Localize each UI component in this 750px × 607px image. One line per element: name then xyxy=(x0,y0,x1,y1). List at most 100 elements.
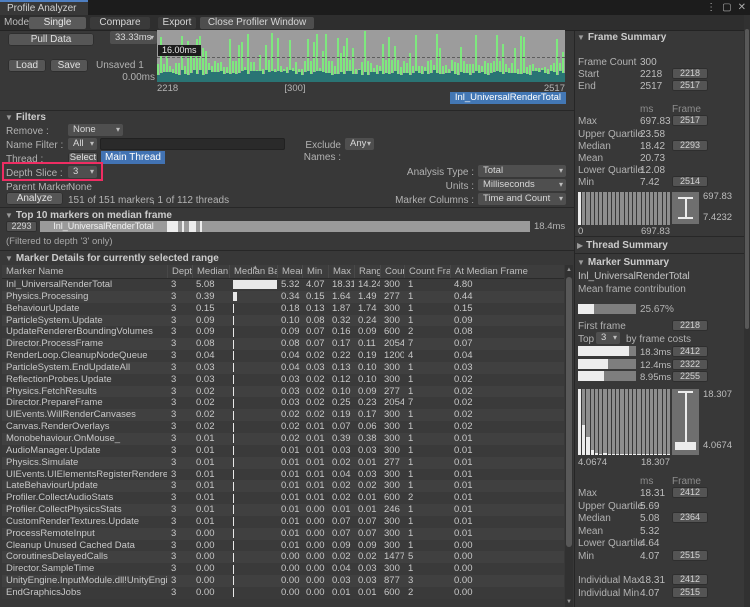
table-row[interactable]: ParticleSystem.Update 3 0.09 0.10 0.08 0.32 0.… xyxy=(2,314,564,327)
table-row[interactable]: Cleanup Unused Cached Data 3 0.00 0.01 0.00 0… xyxy=(2,539,564,552)
pull-data-button[interactable]: Pull Data xyxy=(8,33,94,46)
analyze-button[interactable]: Analyze xyxy=(6,192,63,205)
marker-summary-header[interactable]: ▼ Marker Summary xyxy=(577,257,670,268)
column-header-depth[interactable]: Depth xyxy=(167,265,192,278)
column-header-mean[interactable]: Mean xyxy=(277,265,302,278)
table-row[interactable]: EndGraphicsJobs 3 0.00 0.00 0.00 0.01 0.01 600 2… xyxy=(2,586,564,599)
top-n-dropdown[interactable]: 3 xyxy=(596,332,620,344)
load-button[interactable]: Load xyxy=(8,59,46,72)
y-axis-scale-dropdown[interactable]: 33.33ms xyxy=(110,31,157,44)
frame-link-button[interactable]: 2412 xyxy=(672,346,708,357)
table-row[interactable]: Profiler.CollectPhysicsStats 3 0.01 0.01 0.0… xyxy=(2,504,564,516)
save-button[interactable]: Save xyxy=(50,59,88,72)
table-row[interactable]: Monobehaviour.OnMouse_ 3 0.01 0.02 0.01 0.39 0… xyxy=(2,432,564,445)
thread-summary-header[interactable]: ▶ Thread Summary xyxy=(577,240,668,251)
remove-dropdown[interactable]: None xyxy=(68,124,123,136)
table-row[interactable]: UnityEngine.InputModule.dll!UnityEngineI… xyxy=(2,575,564,587)
analysis-type-dropdown[interactable]: Total xyxy=(478,165,566,177)
selected-marker-label[interactable]: Inl_UniversalRenderTotal xyxy=(449,92,566,104)
table-row[interactable]: Canvas.RenderOverlays 3 0.02 0.02 0.01 0.07 0.… xyxy=(2,421,564,433)
mode-single-button[interactable]: Single xyxy=(29,17,86,29)
marker-details-section-header[interactable]: ▼ Marker Details for currently selected r… xyxy=(5,253,219,264)
frame-link-button[interactable]: 2515 xyxy=(672,587,708,598)
filters-section-header[interactable]: ▼ Filters xyxy=(5,112,46,123)
frame-link-button[interactable]: 2514 xyxy=(672,176,708,187)
stat-cell: 0.15 xyxy=(196,302,215,314)
stat-cell: 0.01 xyxy=(306,444,325,456)
marker-columns-dropdown[interactable]: Time and Count xyxy=(478,193,566,205)
name-filter-input[interactable] xyxy=(100,138,285,150)
column-header-count-frame[interactable]: Count Frame xyxy=(404,265,450,278)
frame-time-chart[interactable]: 16.00ms xyxy=(157,30,565,82)
mode-compare-button[interactable]: Compare xyxy=(90,17,150,29)
depth-slice-dropdown[interactable]: 3 xyxy=(68,166,97,178)
table-row[interactable]: RenderLoop.CleanupNodeQueue 3 0.04 0.04 0.02… xyxy=(2,350,564,362)
frame-link-button[interactable]: 2515 xyxy=(672,550,708,561)
close-profiler-window-button[interactable]: Close Profiler Window xyxy=(200,17,314,29)
frame-link-button[interactable]: 2218 xyxy=(672,68,708,79)
column-header-min[interactable]: Min xyxy=(302,265,328,278)
frame-link-button[interactable]: 2412 xyxy=(672,487,708,498)
table-row[interactable]: Director.ProcessFrame 3 0.08 0.08 0.07 0.17 0.… xyxy=(2,338,564,351)
export-button[interactable]: Export xyxy=(158,17,196,29)
frame-summary-header[interactable]: ▼ Frame Summary xyxy=(577,32,667,43)
units-dropdown[interactable]: Milliseconds xyxy=(478,179,566,191)
frame-link-button[interactable]: 2412 xyxy=(672,574,708,585)
top10-marker-bar[interactable]: Inl_UniversalRenderTotal xyxy=(40,221,530,232)
table-row[interactable]: UIEvents.UIElementsRegisterRenderers 3 0.0… xyxy=(2,468,564,481)
frame-link-button[interactable]: 2218 xyxy=(672,320,708,331)
table-row[interactable]: UpdateRendererBoundingVolumes 3 0.09 0.09 0.… xyxy=(2,326,564,339)
frame-link-button[interactable]: 2322 xyxy=(672,359,708,370)
name-filter-mode-dropdown[interactable]: All xyxy=(68,138,97,150)
table-row[interactable]: Physics.Processing 3 0.39 0.34 0.15 1.64 1.49 2… xyxy=(2,290,564,303)
table-row[interactable]: Inl_UniversalRenderTotal 3 5.08 5.32 4.07 18.… xyxy=(2,279,564,291)
stat-cell: 1 xyxy=(408,385,414,397)
table-row[interactable]: Director.PrepareFrame 3 0.02 0.03 0.02 0.25 0.… xyxy=(2,397,564,410)
table-row[interactable]: Profiler.CollectAudioStats 3 0.01 0.01 0.01 0… xyxy=(2,492,564,505)
table-row[interactable]: ProcessRemoteInput 3 0.00 0.01 0.00 0.07 0.07 3… xyxy=(2,527,564,540)
stat-label: Frame Count xyxy=(578,57,637,68)
close-icon[interactable]: ✕ xyxy=(737,2,746,13)
thread-select-button[interactable]: Select xyxy=(68,152,98,164)
panel-scrollbar[interactable] xyxy=(744,15,750,607)
column-header-range[interactable]: Range xyxy=(354,265,380,278)
table-scrollbar[interactable]: ▲ ▼ xyxy=(565,265,573,607)
table-scrollbar-thumb[interactable] xyxy=(566,277,572,547)
frame-link-button[interactable]: 2517 xyxy=(672,80,708,91)
table-row[interactable]: LateBehaviourUpdate 3 0.01 0.01 0.01 0.02 0.02… xyxy=(2,480,564,493)
tab-profile-analyzer[interactable]: Profile Analyzer xyxy=(0,0,88,15)
menu-icon[interactable]: ⋮ xyxy=(706,2,717,13)
table-row[interactable]: CustomRenderTextures.Update 3 0.01 0.01 0.00… xyxy=(2,515,564,528)
stat-value: 4.07 xyxy=(640,588,660,599)
scroll-up-icon[interactable]: ▲ xyxy=(566,267,572,273)
exclude-names-dropdown[interactable]: Any xyxy=(345,138,374,150)
column-header-median[interactable]: Median xyxy=(192,265,229,278)
column-header-at-median-frame[interactable]: At Median Frame xyxy=(450,265,564,278)
table-row[interactable]: BehaviourUpdate 3 0.15 0.18 0.13 1.87 1.74 300 1… xyxy=(2,302,564,315)
panel-scrollbar-thumb[interactable] xyxy=(745,29,749,329)
frame-link-button[interactable]: 2255 xyxy=(672,371,708,382)
scroll-down-icon[interactable]: ▼ xyxy=(566,599,572,605)
column-header-marker-name[interactable]: Marker Name xyxy=(6,266,64,277)
thread-value-chip[interactable]: Main Thread xyxy=(101,151,165,164)
table-row[interactable]: ParticleSystem.EndUpdateAll 3 0.03 0.04 0.03… xyxy=(2,361,564,374)
top-cost-bar xyxy=(578,371,636,381)
marker-name-cell: Physics.FetchResults xyxy=(6,385,97,397)
table-row[interactable]: Physics.FetchResults 3 0.02 0.03 0.02 0.10 0.0… xyxy=(2,385,564,398)
column-header-median-bar[interactable]: Median Bar▴ xyxy=(229,265,277,278)
column-header-max[interactable]: Max xyxy=(328,265,354,278)
column-header-count[interactable]: Count xyxy=(380,265,404,278)
table-row[interactable]: UIEvents.WillRenderCanvases 3 0.02 0.02 0.02… xyxy=(2,409,564,422)
table-row[interactable]: AudioManager.Update 3 0.01 0.01 0.01 0.03 0.03… xyxy=(2,444,564,457)
table-row[interactable]: Director.SampleTime 3 0.00 0.00 0.00 0.04 0.03… xyxy=(2,563,564,576)
frame-link-button[interactable]: 2517 xyxy=(672,115,708,126)
table-row[interactable]: CoroutinesDelayedCalls 3 0.00 0.00 0.00 0.02 0… xyxy=(2,551,564,564)
top10-section-header[interactable]: ▼ Top 10 markers on median frame xyxy=(5,210,172,221)
maximize-icon[interactable]: ▢ xyxy=(722,2,732,13)
top10-frame-button[interactable]: 2293 xyxy=(6,221,37,232)
stat-cell: 1200 xyxy=(384,350,404,362)
table-row[interactable]: Physics.Simulate 3 0.01 0.01 0.01 0.02 0.01 277… xyxy=(2,456,564,469)
frame-link-button[interactable]: 2364 xyxy=(672,512,708,523)
table-row[interactable]: ReflectionProbes.Update 3 0.03 0.03 0.02 0.12… xyxy=(2,373,564,386)
frame-link-button[interactable]: 2293 xyxy=(672,140,708,151)
